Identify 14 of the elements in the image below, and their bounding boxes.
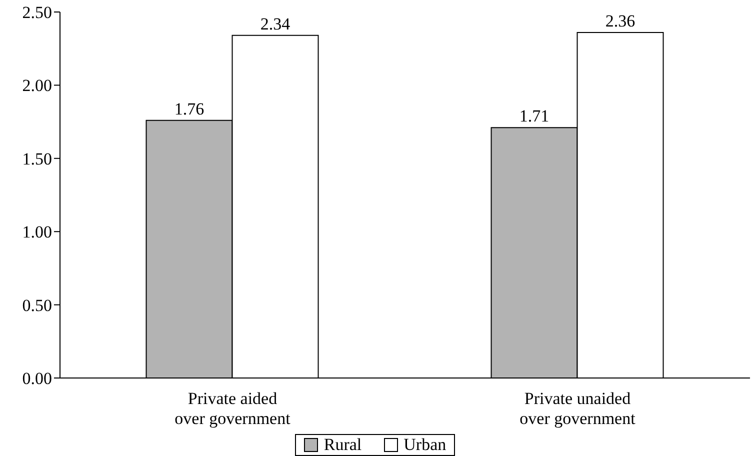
y-tick-label: 1.50	[22, 149, 52, 168]
y-tick-label: 0.00	[22, 369, 52, 388]
x-tick-label: Private aided over government	[174, 389, 291, 428]
data-label: 1.76	[174, 99, 204, 118]
y-tick-label: 1.00	[22, 222, 52, 242]
legend-label: Urban	[404, 435, 446, 455]
data-label: 1.71	[519, 106, 550, 126]
y-tick-label: 2.00	[22, 76, 52, 96]
x-tick-label: Private unaided over government	[520, 389, 636, 428]
y-tick-label: 0.50	[22, 296, 52, 315]
y-tick-label: 2.50	[22, 3, 52, 22]
legend-label: Rural	[324, 435, 362, 455]
data-label: 2.34	[260, 14, 291, 34]
data-label: 2.36	[605, 11, 636, 30]
